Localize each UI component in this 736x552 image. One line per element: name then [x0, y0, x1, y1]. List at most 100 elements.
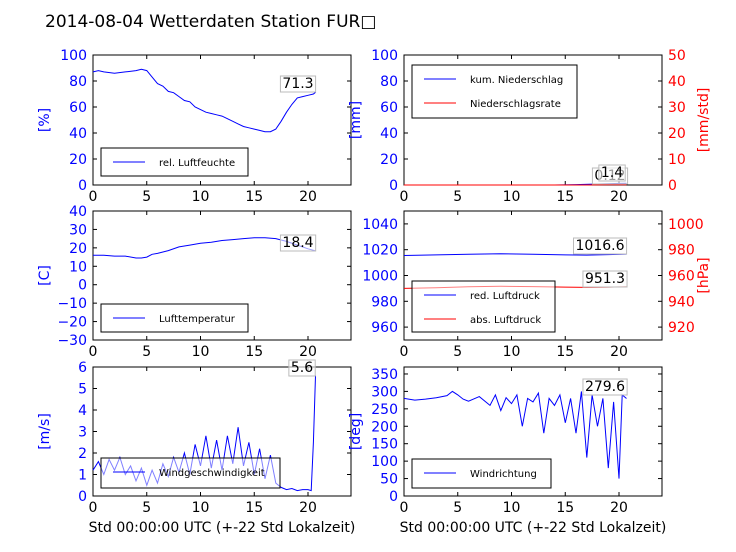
- legend-label: Windgeschwindigkeit: [159, 468, 265, 479]
- legend-label: Windrichtung: [470, 469, 537, 480]
- y-tick-label-right: 920: [668, 320, 695, 336]
- y-tick-label-right: 980: [668, 243, 695, 259]
- x-tick-label: 10: [503, 189, 521, 205]
- current-value: 1016.6: [576, 238, 625, 254]
- x-tick-label: 0: [89, 500, 98, 516]
- y-tick-label: 40: [69, 126, 87, 142]
- x-tick-label: 5: [142, 500, 151, 516]
- current-value: 5.6: [291, 360, 313, 376]
- y-tick-label: 30: [69, 222, 87, 238]
- y-tick-label-right: 20: [668, 126, 686, 142]
- x-tick-label: 20: [610, 500, 628, 516]
- x-tick-label: 15: [556, 344, 574, 360]
- y-tick-label: 60: [380, 100, 398, 116]
- legend-box: [411, 280, 556, 333]
- x-tick-label: 0: [400, 344, 409, 360]
- y-tick-label: 80: [380, 74, 398, 90]
- panel-winddirection: 0 5 10 15 20050100150200250300350[deg]Windri…: [348, 366, 663, 516]
- legend-label: kum. Niederschlag: [470, 75, 563, 86]
- y-tick-label: 250: [371, 402, 398, 418]
- y-tick-label: 80: [69, 74, 87, 90]
- y-tick-label: 60: [69, 100, 87, 116]
- y-tick-label: 40: [69, 204, 87, 220]
- x-tick-label: 20: [299, 500, 317, 516]
- y-axis-label: [mm]: [348, 101, 364, 139]
- y-tick-label: −10: [57, 296, 87, 312]
- legend: kum. Niederschlag Niederschlagsrate: [411, 64, 578, 119]
- y-tick-label: 150: [371, 437, 398, 453]
- y-tick-label: 0: [78, 278, 87, 294]
- x-tick-label: 15: [556, 500, 574, 516]
- panel-precipitation: 0 5 10 15 20 0 20 40 60 80 100 0 10 20 30 40 50 [mm] [mm/s…: [348, 48, 712, 205]
- current-value-box: [598, 164, 626, 182]
- y-tick-label: 0: [389, 489, 398, 505]
- legend-label: abs. Luftdruck: [470, 315, 541, 326]
- current-value: 71.3: [282, 76, 313, 92]
- y-tick-label: 100: [371, 454, 398, 470]
- y-tick-label: 980: [371, 294, 398, 310]
- y-tick-label: 3: [78, 425, 87, 441]
- x-tick-label: 10: [192, 189, 210, 205]
- y-tick-label: 20: [69, 241, 87, 257]
- y-axis-label: [%]: [37, 108, 53, 132]
- x-tick-label: 10: [192, 500, 210, 516]
- legend: Lufttemperatur: [100, 303, 249, 333]
- legend: Windrichtung: [411, 458, 552, 489]
- legend: rel. Luftfeuchte: [100, 147, 249, 177]
- y-axis-label-right: [hPa]: [696, 257, 712, 293]
- x-tick-label: 15: [245, 189, 263, 205]
- x-tick-label: 20: [610, 344, 628, 360]
- x-tick-label: 5: [142, 189, 151, 205]
- y-tick-label: 0: [389, 178, 398, 194]
- legend-label: Lufttemperatur: [159, 314, 236, 325]
- y-tick-label-right: 960: [668, 269, 695, 285]
- legend-label: rel. Luftfeuchte: [159, 158, 235, 169]
- legend: Windgeschwindigkeit: [100, 457, 281, 489]
- x-tick-label: 5: [453, 344, 462, 360]
- current-value-box: [288, 359, 316, 377]
- current-value-box: [573, 237, 628, 255]
- y-tick-label: 10: [69, 259, 87, 275]
- y-tick-label: 0: [78, 178, 87, 194]
- y-tick-label: 960: [371, 320, 398, 336]
- x-axis-label-left: Std 00:00:00 UTC (+-22 Std Lokalzeit): [89, 520, 356, 536]
- panel-temperature: 0 5 10 15 20 −30 −20 −10 0 10 20 30 40 [C] Lufttempera…: [37, 204, 352, 360]
- x-tick-label: 5: [453, 500, 462, 516]
- x-tick-label: 0: [89, 344, 98, 360]
- y-tick-label-right: 0: [668, 178, 677, 194]
- panel-windspeed: 0 5 10 15 200123456[m/s]Windgeschwindigkeit5…: [37, 359, 352, 516]
- x-tick-label: 10: [503, 344, 521, 360]
- y-tick-label-right: 40: [668, 74, 686, 90]
- series-line-lufttemperatur: [93, 237, 316, 259]
- y-tick-label: 350: [371, 367, 398, 383]
- current-value-secondary: 951.3: [585, 271, 625, 287]
- figure-title: 2014-08-04 Wetterdaten Station FUR□: [45, 12, 376, 32]
- plot-frame: [92, 54, 352, 186]
- series-line-red-luftdruck: [403, 253, 627, 256]
- current-value: 1.4: [601, 165, 623, 181]
- y-tick-label-right: 50: [668, 48, 686, 64]
- y-tick-label: 1040: [362, 217, 398, 233]
- x-tick-label: 10: [192, 344, 210, 360]
- y-tick-label: 4: [78, 403, 87, 419]
- x-tick-label: 0: [400, 500, 409, 516]
- y-tick-label: 100: [371, 48, 398, 64]
- y-tick-label: 50: [380, 472, 398, 488]
- y-axis-label: [m/s]: [37, 413, 53, 450]
- y-tick-label: 1: [78, 468, 87, 484]
- y-tick-label: 200: [371, 419, 398, 435]
- y-axis-label: [deg]: [348, 413, 364, 450]
- legend-label: Niederschlagsrate: [470, 99, 561, 110]
- y-tick-label: 100: [60, 48, 87, 64]
- y-tick-label: 300: [371, 384, 398, 400]
- y-tick-label: 6: [78, 360, 87, 376]
- y-tick-label: 20: [69, 152, 87, 168]
- y-tick-label: 5: [78, 382, 87, 398]
- y-tick-label: 1020: [362, 243, 398, 259]
- y-tick-label: −30: [57, 333, 87, 349]
- legend-box: [411, 64, 578, 119]
- x-tick-label: 20: [299, 189, 317, 205]
- legend-box: [100, 457, 281, 489]
- y-tick-label: 40: [380, 126, 398, 142]
